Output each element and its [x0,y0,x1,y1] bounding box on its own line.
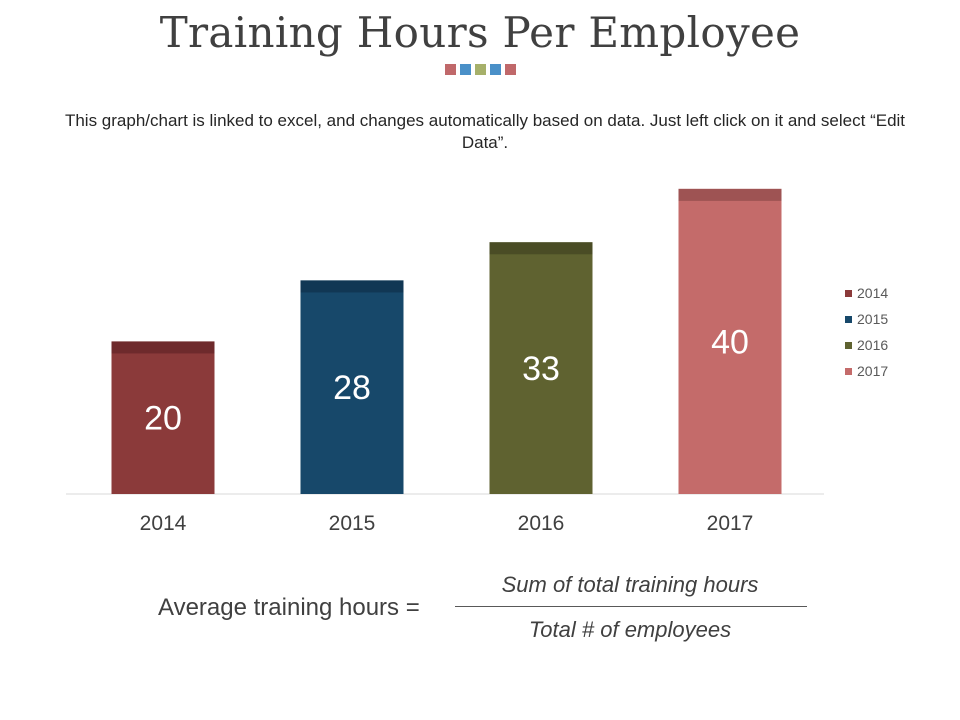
legend-swatch [845,341,852,349]
instruction-note: This graph/chart is linked to excel, and… [64,111,906,152]
legend-swatch [845,367,852,375]
bar-2017[interactable] [678,188,782,494]
bar-body[interactable] [678,188,782,494]
fraction-line [455,606,807,607]
x-tick-label: 2016 [518,512,565,535]
bar-body[interactable] [111,341,215,494]
bar-body[interactable] [300,280,404,494]
x-tick-label: 2015 [329,512,376,535]
bar-value-label: 28 [333,369,371,407]
bar-cap [489,242,593,255]
legend-item[interactable]: 2015 [845,306,888,332]
title-decoration [445,64,516,75]
bar-2014[interactable] [111,341,215,494]
decor-square [445,64,456,75]
legend-label: 2015 [857,311,889,327]
x-tick-label: 2014 [140,512,187,535]
legend-item[interactable]: 2016 [845,332,888,358]
bar-cap [678,188,782,201]
decor-square [490,64,501,75]
formula-numerator: Sum of total training hours [501,572,759,597]
formula-lhs: Average training hours = [158,594,420,621]
bar-body[interactable] [489,242,593,494]
legend-swatch [845,315,852,323]
legend-label: 2017 [857,363,889,379]
bar-value-label: 20 [144,400,182,438]
legend-item[interactable]: 2014 [845,280,888,306]
bar-2016[interactable] [489,242,593,494]
bar-cap [300,280,404,293]
bar-2015[interactable] [300,280,404,494]
formula-denominator: Total # of employees [528,617,732,642]
legend-item[interactable]: 2017 [845,358,888,384]
legend-label: 2014 [857,285,889,301]
bar-value-label: 33 [522,350,560,388]
bar-value-label: 40 [711,323,749,361]
page-title: Training Hours Per Employee [159,8,801,57]
chart-legend[interactable]: 2014 2015 2016 2017 [845,280,888,384]
decor-square [475,64,486,75]
x-tick-label: 2017 [707,512,754,535]
decor-square [505,64,516,75]
bar-cap [111,341,215,354]
legend-swatch [845,289,852,297]
legend-label: 2016 [857,337,889,353]
decor-square [460,64,471,75]
